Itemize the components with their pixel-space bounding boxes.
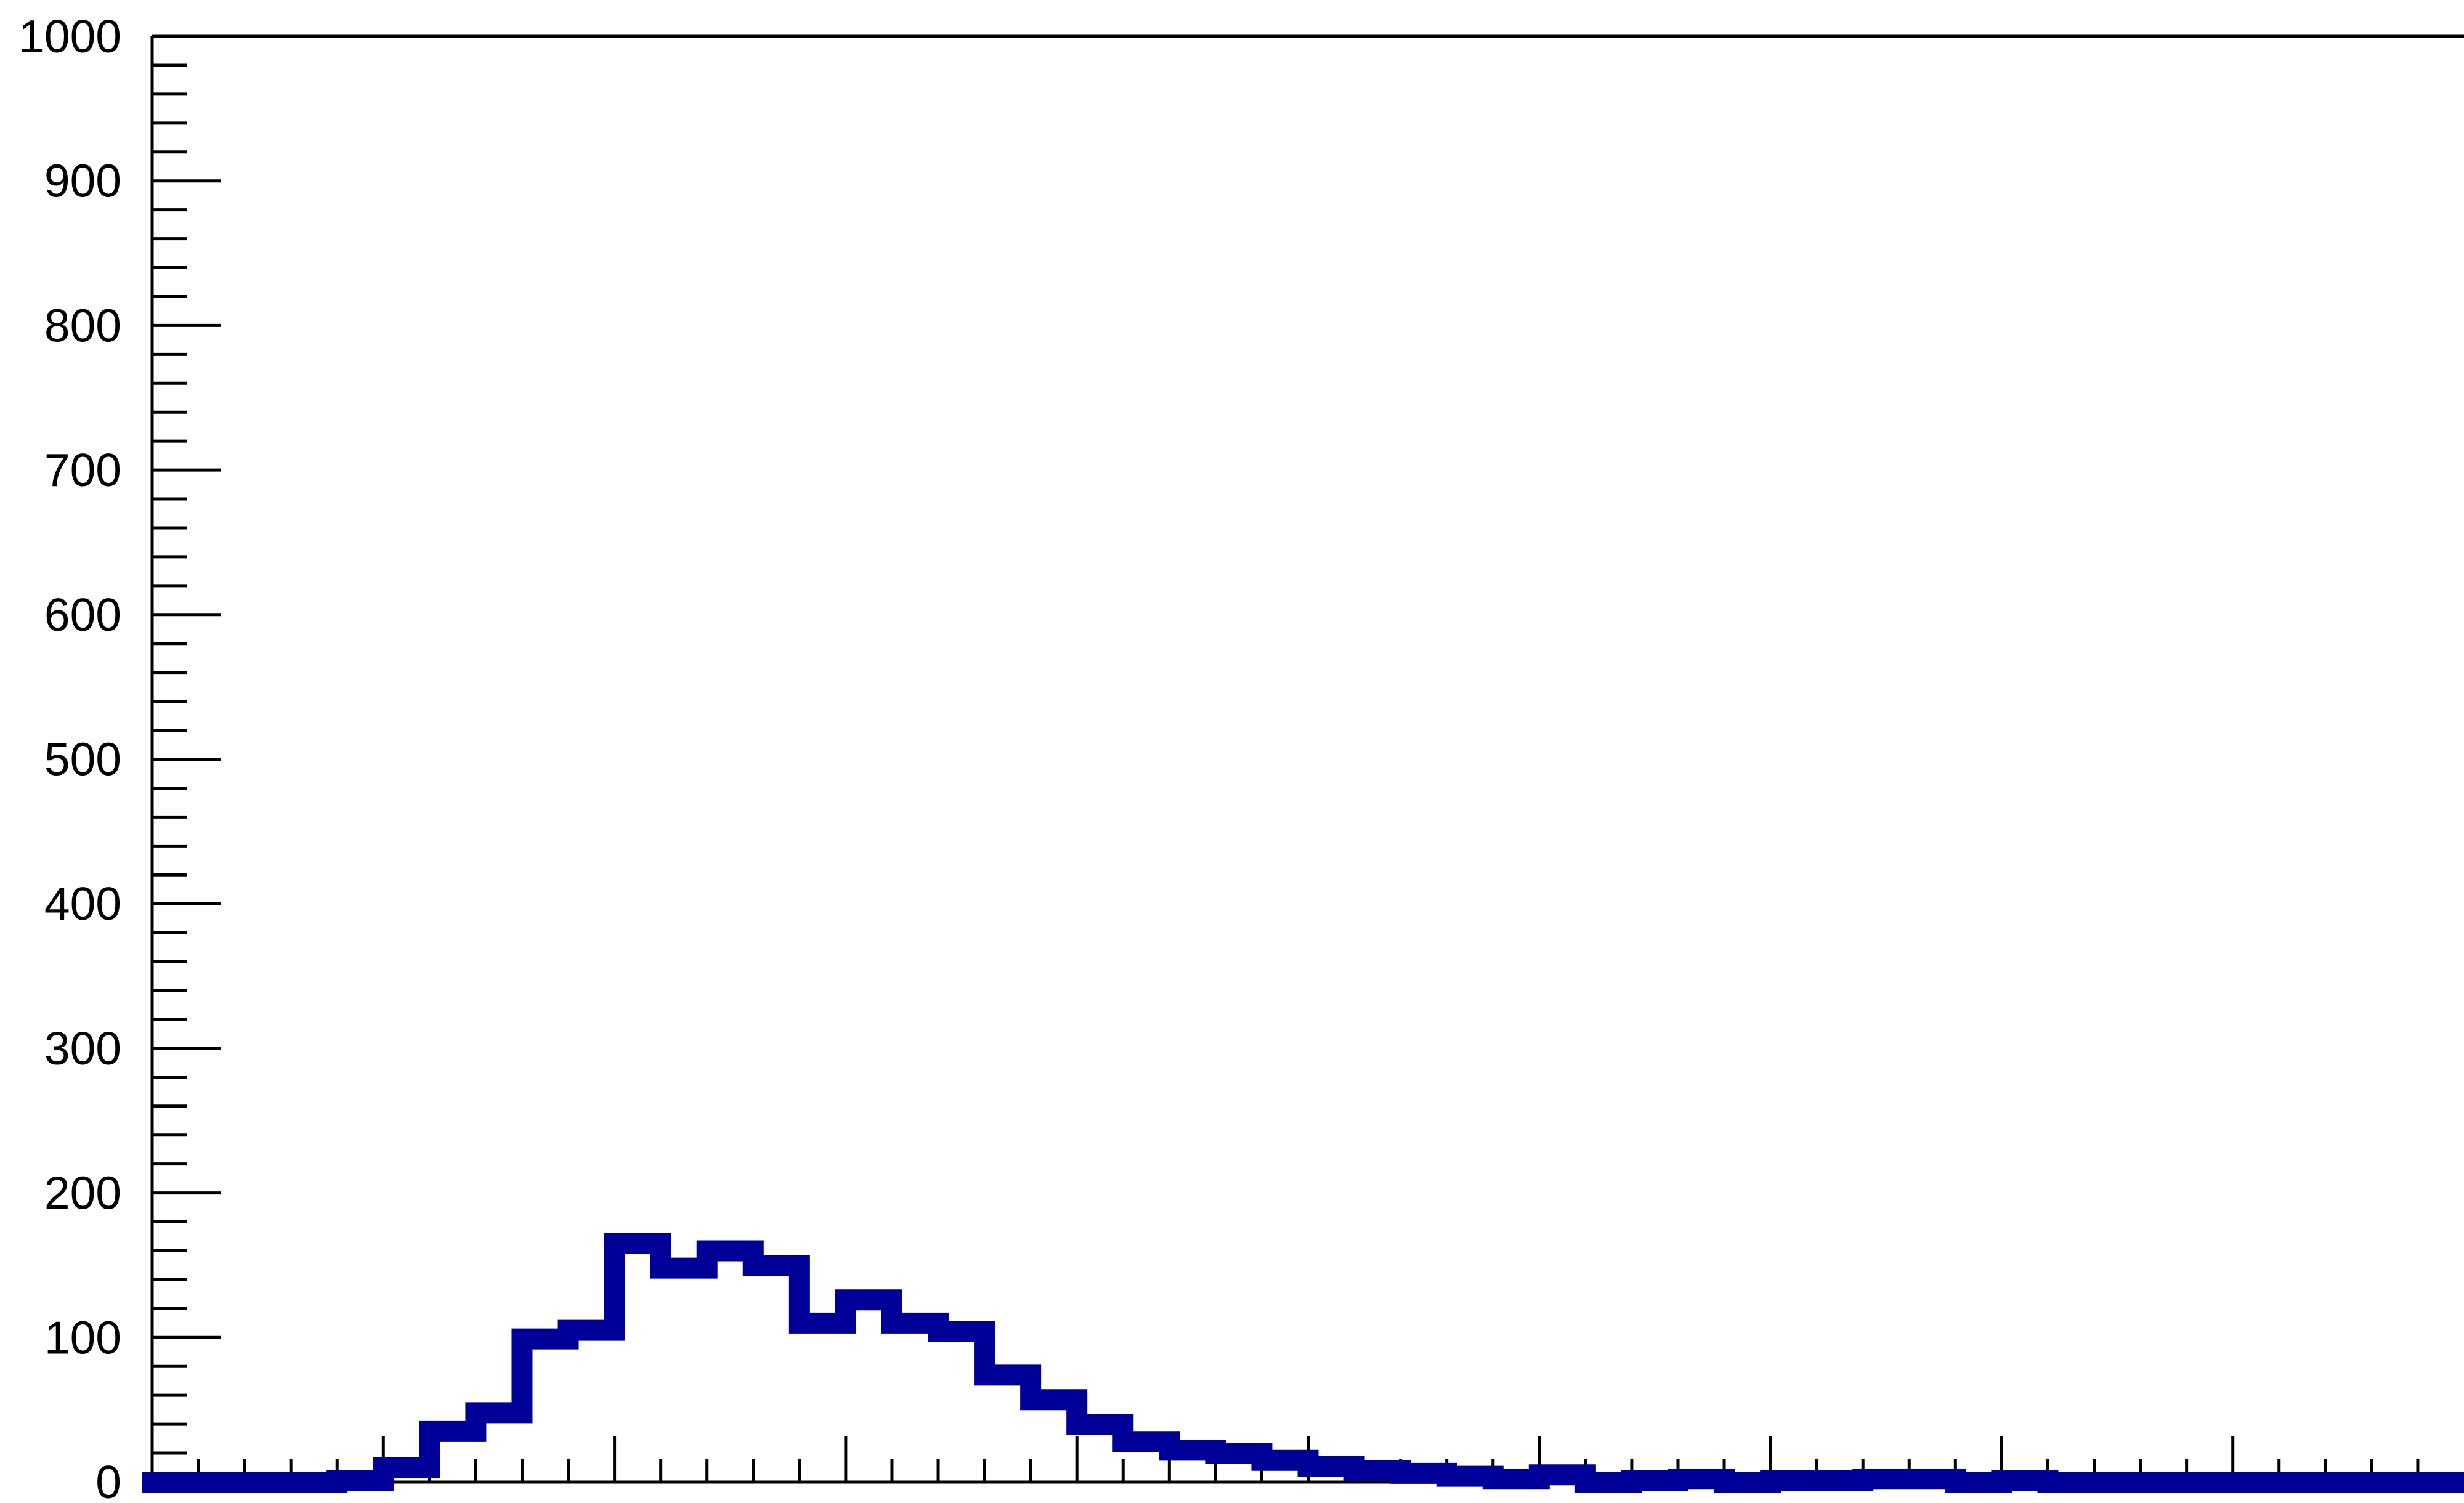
y-tick-label: 800 <box>44 299 121 351</box>
y-tick-label: 600 <box>44 589 121 641</box>
y-tick-label: 700 <box>44 444 121 496</box>
y-tick-label: 0 <box>95 1456 121 1503</box>
histogram-series <box>142 1233 2464 1493</box>
y-tick-label: 200 <box>44 1167 121 1219</box>
axes <box>150 34 2464 1484</box>
y-tick-label: 500 <box>44 734 121 785</box>
y-tick-label: 1000 <box>18 10 121 62</box>
y-tick-label: 100 <box>44 1311 121 1363</box>
y-tick-labels: 0 100 200 300 400 500 600 700 800 900 1000 <box>18 10 121 1503</box>
y-tick-label: 400 <box>44 878 121 930</box>
y-ticks <box>152 34 221 1484</box>
histogram-step-line <box>142 1233 2464 1493</box>
y-tick-label: 900 <box>44 155 121 207</box>
y-tick-label: 300 <box>44 1023 121 1074</box>
